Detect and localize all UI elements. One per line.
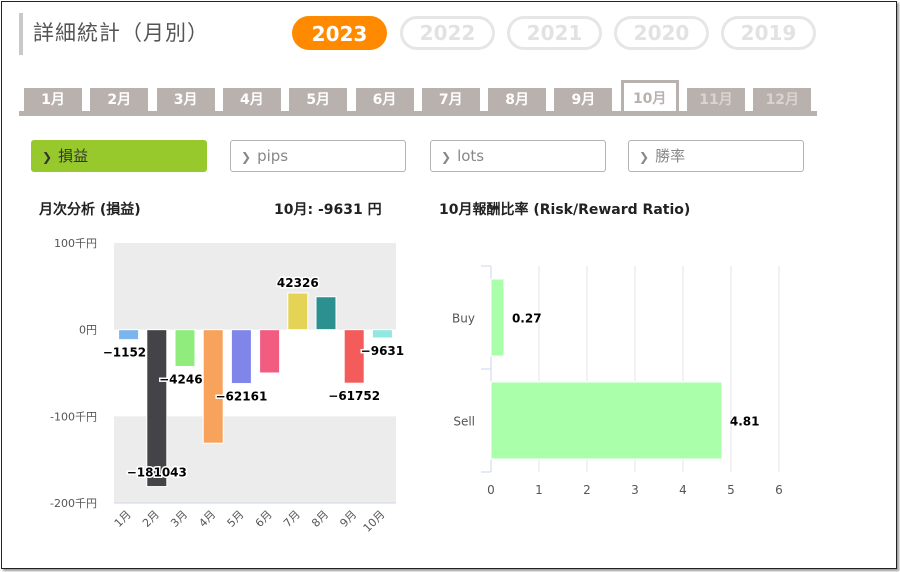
bar-2[interactable] <box>146 329 168 488</box>
bar-5[interactable] <box>230 329 252 385</box>
bar-3[interactable] <box>174 329 196 367</box>
bar-value-label: 0.27 <box>512 312 542 326</box>
y-category-label: Buy <box>452 312 475 326</box>
month-tab-4[interactable]: 4月 <box>222 88 281 112</box>
x-tick-label: 4 <box>679 483 687 497</box>
y-tick-label: -100千円 <box>50 410 97 423</box>
x-tick-label: 5月 <box>225 508 247 530</box>
year-button-2023[interactable]: 2023 <box>292 16 387 50</box>
month-tab-9[interactable]: 9月 <box>554 88 613 112</box>
bar-value-label: −181043 <box>127 466 187 480</box>
bar-value-label: −9631 <box>361 344 404 358</box>
page-title: 詳細統計（月別） <box>33 21 209 45</box>
bar-value-label: 4.81 <box>730 415 760 429</box>
month-tab-3[interactable]: 3月 <box>156 88 215 112</box>
x-tick-label: 1月 <box>112 508 134 530</box>
x-tick-label: 2 <box>583 483 591 497</box>
month-tab-10[interactable]: 10月 <box>620 80 679 116</box>
month-tab-12[interactable]: 12月 <box>753 88 812 112</box>
bar-9[interactable] <box>343 329 365 384</box>
month-tab-2[interactable]: 2月 <box>90 88 149 112</box>
month-tab-5[interactable]: 5月 <box>289 88 348 112</box>
metric-button-pips[interactable]: ❯ pips <box>230 140 406 172</box>
x-tick-label: 6 <box>775 483 783 497</box>
y-tick-label: 0円 <box>79 324 97 337</box>
metric-button-profit-loss[interactable]: ❯ 損益 <box>31 140 207 172</box>
month-tabs-underline <box>19 111 817 116</box>
bar-8[interactable] <box>315 296 337 331</box>
month-tab-7[interactable]: 7月 <box>421 88 480 112</box>
bar-value-label: −11523 <box>103 346 155 360</box>
x-tick-label: 2月 <box>140 508 162 530</box>
metric-label: 損益 <box>58 147 89 165</box>
bar-value-label: −62161 <box>215 390 267 404</box>
bar-10[interactable] <box>371 329 393 339</box>
bar-buy[interactable] <box>490 278 505 357</box>
x-tick-label: 10月 <box>361 508 388 535</box>
bar-4[interactable] <box>202 329 224 444</box>
bar-value-label: −61752 <box>328 389 380 403</box>
chevron-right-icon: ❯ <box>42 150 53 164</box>
bar-value-label: 42326 <box>277 276 319 290</box>
monthly-chart-title: 月次分析 (損益) <box>39 202 141 218</box>
metric-button-win-rate[interactable]: ❯ 勝率 <box>628 140 804 172</box>
bar-7[interactable] <box>287 292 309 331</box>
x-tick-label: 9月 <box>337 508 359 530</box>
year-button-2022[interactable]: 2022 <box>400 16 495 50</box>
x-tick-label: 4月 <box>196 508 218 530</box>
month-tab-6[interactable]: 6月 <box>355 88 414 112</box>
month-tab-1[interactable]: 1月 <box>24 88 82 112</box>
year-button-2021[interactable]: 2021 <box>507 16 602 50</box>
x-tick-label: 7月 <box>281 508 303 530</box>
bar-6[interactable] <box>259 329 281 374</box>
bar-value-label: −42465 <box>159 372 211 386</box>
monthly-summary: 10月: -9631 円 <box>274 202 382 218</box>
bar-1[interactable] <box>118 329 140 341</box>
month-tab-8[interactable]: 8月 <box>488 88 547 112</box>
x-tick-label: 1 <box>535 483 543 497</box>
x-tick-label: 8月 <box>309 508 331 530</box>
metric-label: 勝率 <box>655 147 686 165</box>
x-tick-label: 0 <box>487 483 495 497</box>
chevron-right-icon: ❯ <box>441 150 452 164</box>
y-tick-label: 100千円 <box>54 237 97 250</box>
x-tick-label: 5 <box>727 483 735 497</box>
chevron-right-icon: ❯ <box>241 150 252 164</box>
metric-button-lots[interactable]: ❯ lots <box>430 140 606 172</box>
year-button-2020[interactable]: 2020 <box>614 16 709 50</box>
y-category-label: Sell <box>453 415 475 429</box>
month-tab-11[interactable]: 11月 <box>687 88 745 112</box>
metric-label: pips <box>257 147 289 165</box>
x-tick-label: 6月 <box>253 508 275 530</box>
x-tick-label: 3月 <box>168 508 190 530</box>
metric-label: lots <box>457 147 485 165</box>
title-accent-bar <box>19 13 23 55</box>
risk-reward-chart: 0 1 2 3 4 5 6 Buy 0.27 Sell 4.81 <box>452 265 783 497</box>
ratio-chart-title: 10月報酬比率 (Risk/Reward Ratio) <box>439 202 691 218</box>
x-tick-label: 3 <box>631 483 639 497</box>
chevron-right-icon: ❯ <box>639 150 650 164</box>
year-button-2019[interactable]: 2019 <box>721 16 816 50</box>
monthly-pl-chart: 100千円 0円 -100千円 -200千円 −11523 1月 −181043 2月 −424… <box>50 237 406 535</box>
bar-sell[interactable] <box>490 381 723 460</box>
plot-band-positive <box>114 243 396 330</box>
y-tick-label: -200千円 <box>50 497 97 510</box>
